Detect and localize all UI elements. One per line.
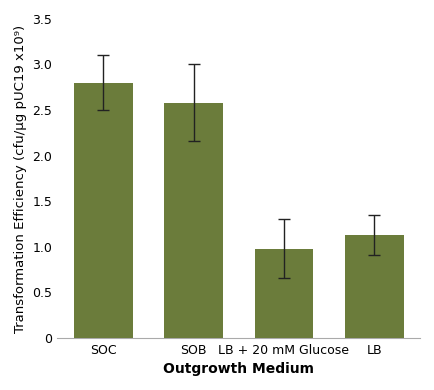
Bar [74, 83, 132, 338]
X-axis label: Outgrowth Medium: Outgrowth Medium [163, 362, 314, 376]
Bar [254, 249, 313, 338]
Bar [345, 235, 404, 338]
Bar [164, 103, 223, 338]
Y-axis label: Transformation Efficiency (cfu/µg pUC19 x10⁹): Transformation Efficiency (cfu/µg pUC19 … [14, 25, 27, 333]
